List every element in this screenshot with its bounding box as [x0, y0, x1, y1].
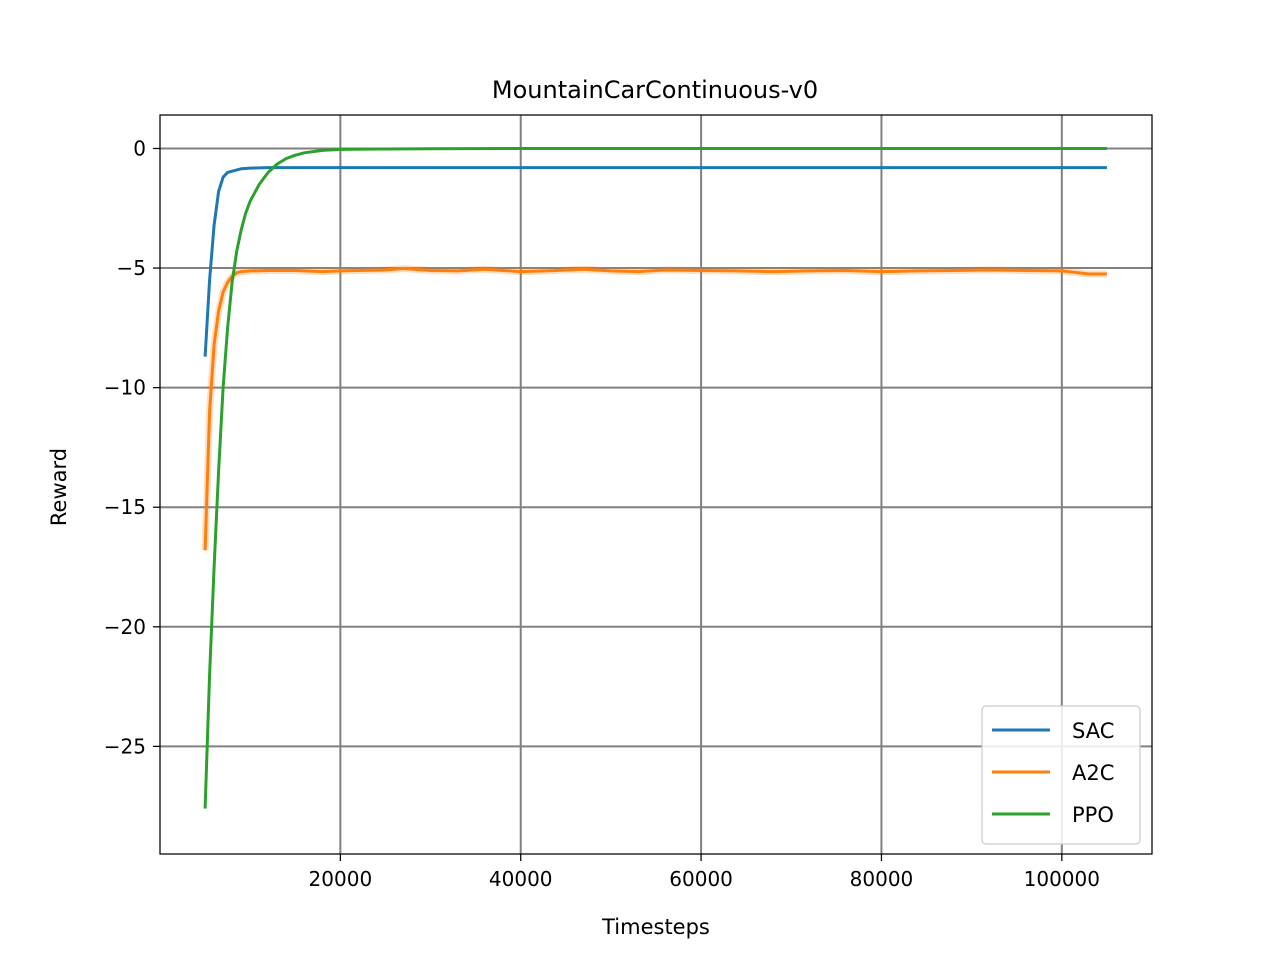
legend-box — [981, 705, 1141, 845]
axis-ticks: 20000 40000 60000 80000 100000 0 −5 −10 −15 −20 −2… — [104, 136, 1100, 891]
legend-entries: SAC A2C PPO — [992, 719, 1114, 827]
x-tick-label: 40000 — [489, 867, 553, 891]
chart-title: MountainCarContinuous-v0 — [492, 76, 818, 104]
plot-area-frame — [159, 114, 1153, 855]
x-tick-label: 100000 — [1024, 867, 1100, 891]
y-tick-label: −10 — [104, 376, 146, 400]
y-tick-label: −25 — [104, 734, 146, 758]
x-axis-label: Timesteps — [601, 915, 710, 939]
y-tick-label: −20 — [104, 615, 146, 639]
y-axis-label: Reward — [47, 448, 71, 526]
legend-label-sac: SAC — [1072, 719, 1114, 743]
y-tick-label: −5 — [117, 256, 146, 280]
series-line-ppo — [203, 147, 1107, 809]
y-tick-label: −15 — [104, 495, 146, 519]
series-lines — [201, 147, 1107, 809]
y-tick-label: 0 — [133, 136, 146, 160]
legend-label-a2c: A2C — [1072, 761, 1114, 785]
legend-label-ppo: PPO — [1072, 803, 1114, 827]
legend: SAC A2C PPO — [981, 705, 1141, 845]
x-tick-label: 20000 — [309, 867, 373, 891]
series-line-sac — [203, 166, 1107, 357]
x-tick-label: 60000 — [669, 867, 733, 891]
x-tick-label: 80000 — [850, 867, 914, 891]
